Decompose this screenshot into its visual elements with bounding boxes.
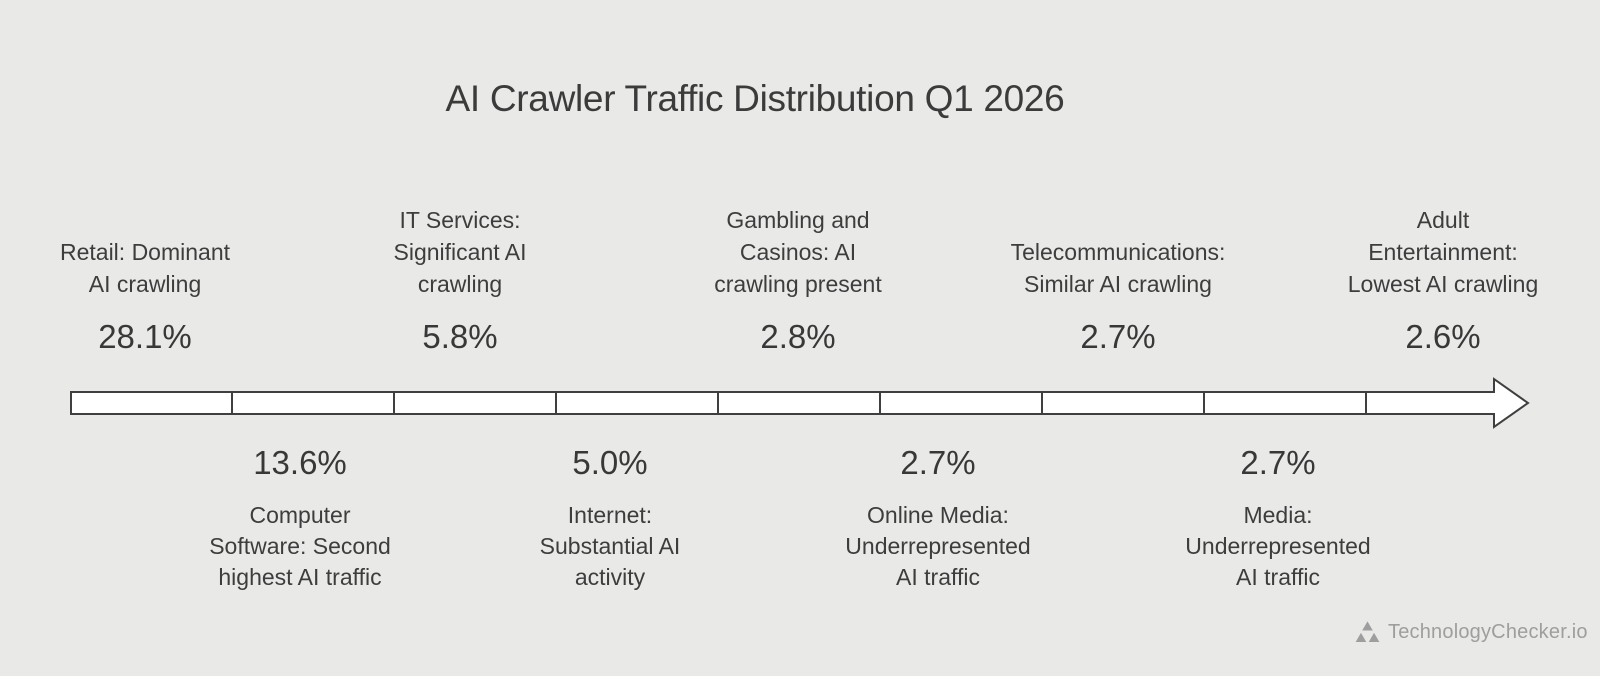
timeline-item-retail: Retail: Dominant AI crawling 28.1% (0, 196, 310, 356)
item-value: 5.8% (422, 318, 498, 355)
item-value: 2.7% (1080, 318, 1156, 355)
item-value: 2.7% (1240, 444, 1316, 481)
item-label: Computer Software: Second highest AI tra… (209, 502, 391, 590)
timeline-item-internet: 5.0% Internet: Substantial AI activity (445, 446, 775, 596)
timeline-item-media: 2.7% Media: Underrepresented AI traffic (1113, 446, 1443, 596)
item-value: 13.6% (253, 444, 347, 481)
timeline-item-it-services: IT Services: Significant AI crawling 5.8… (295, 196, 625, 356)
item-value: 2.8% (760, 318, 836, 355)
item-label: Telecommunications: Similar AI crawling (1010, 239, 1226, 297)
item-value: 28.1% (98, 318, 192, 355)
item-label: Retail: Dominant AI crawling (59, 239, 231, 297)
timeline-item-online-media: 2.7% Online Media: Underrepresented AI t… (773, 446, 1103, 596)
brand-logo: TechnologyChecker.io (1354, 620, 1588, 644)
item-label: Adult Entertainment: Lowest AI crawling (1347, 207, 1539, 297)
timeline-item-telecommunications: Telecommunications: Similar AI crawling … (953, 196, 1283, 356)
item-label: Media: Underrepresented AI traffic (1185, 502, 1371, 590)
item-value: 2.7% (900, 444, 976, 481)
triangle-triforce-icon (1354, 620, 1381, 644)
arrow-shape (70, 377, 1530, 429)
item-value: 5.0% (572, 444, 648, 481)
timeline-item-adult-entertainment: Adult Entertainment: Lowest AI crawling … (1278, 196, 1600, 356)
item-label: Online Media: Underrepresented AI traffi… (845, 502, 1031, 590)
item-value: 2.6% (1405, 318, 1481, 355)
item-label: Internet: Substantial AI activity (539, 502, 681, 590)
timeline-item-gambling-casinos: Gambling and Casinos: AI crawling presen… (633, 196, 963, 356)
item-label: IT Services: Significant AI crawling (393, 207, 527, 297)
brand-text: TechnologyChecker.io (1388, 620, 1588, 643)
item-label: Gambling and Casinos: AI crawling presen… (714, 207, 882, 297)
chart-title: AI Crawler Traffic Distribution Q1 2026 (445, 78, 1065, 119)
timeline-item-computer-software: 13.6% Computer Software: Second highest … (135, 446, 465, 596)
